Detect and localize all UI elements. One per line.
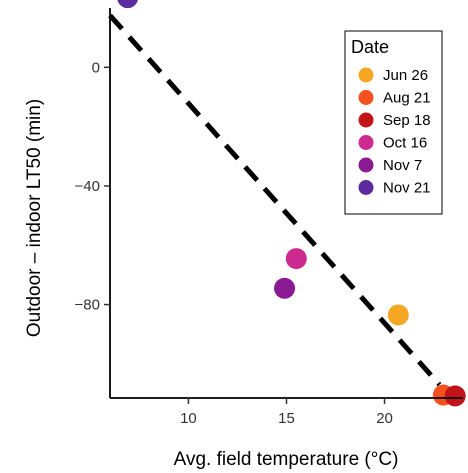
y-axis-title: Outdoor – indoor LT50 (min) [24, 99, 45, 337]
x-tick-label: 15 [278, 410, 295, 427]
legend: Date Jun 26 Aug 21 Sep 18 Oct 16 Nov 7 Nov 21 [344, 30, 443, 215]
data-point [274, 277, 296, 299]
trend-line [108, 13, 442, 387]
legend-label: Aug 21 [383, 90, 431, 107]
y-tick-label: 0 [92, 59, 100, 76]
legend-title: Date [351, 37, 389, 57]
data-point [387, 304, 409, 326]
legend-label: Oct 16 [383, 135, 427, 152]
legend-label: Nov 7 [383, 157, 422, 174]
trend-line-layer [108, 13, 442, 387]
y-tick-label: −80 [75, 297, 100, 314]
x-tick-label: 10 [180, 410, 197, 427]
legend-swatch [358, 112, 374, 128]
legend-swatch [358, 67, 374, 83]
x-tick-label: 20 [376, 410, 393, 427]
legend-swatch [358, 180, 374, 195]
legend-label: Sep 18 [383, 112, 431, 129]
data-point [117, 0, 138, 9]
y-axis-ticks: 0 −40 −80 [75, 59, 110, 314]
x-axis-ticks: 10 15 20 [180, 398, 393, 427]
legend-swatch [358, 90, 374, 105]
x-axis-title: Avg. field temperature (°C) [174, 449, 399, 470]
data-point [444, 385, 466, 407]
legend-label: Nov 21 [383, 180, 431, 197]
legend-swatch [358, 157, 374, 173]
legend-swatch [358, 135, 374, 150]
legend-label: Jun 26 [383, 67, 428, 84]
y-tick-label: −40 [75, 178, 100, 195]
data-point [285, 248, 307, 270]
data-points-layer [117, 0, 466, 407]
legend-items: Jun 26 Aug 21 Sep 18 Oct 16 Nov 7 Nov 21 [358, 67, 431, 197]
